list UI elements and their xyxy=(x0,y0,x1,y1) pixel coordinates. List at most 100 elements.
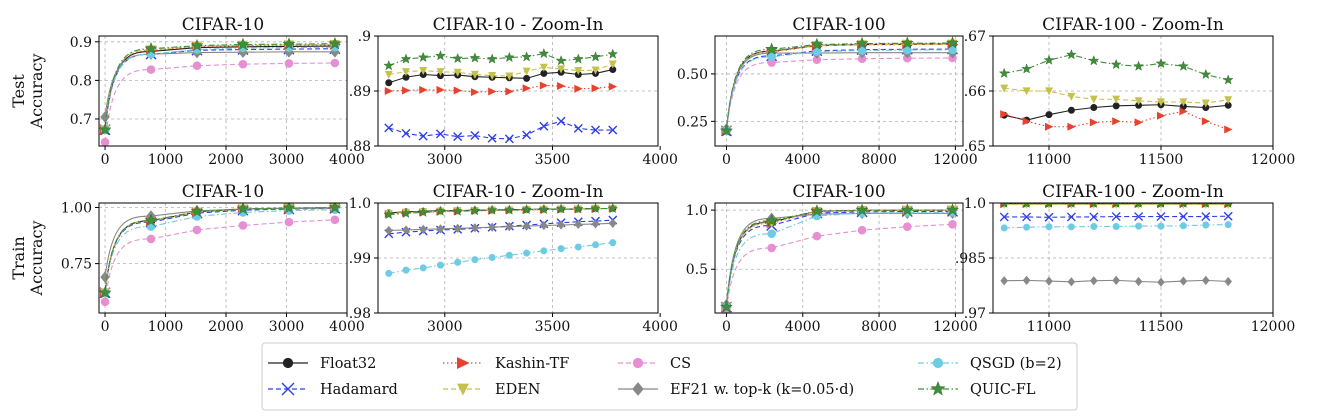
data-point-ef21-w-top-k-k-0-05-d xyxy=(522,221,531,231)
y-tick-label: 0.25 xyxy=(677,114,708,130)
data-point-eden xyxy=(574,67,583,76)
data-point-quic-fl xyxy=(555,55,567,66)
data-point-kashin-tf xyxy=(1157,111,1166,120)
data-point-quic-fl xyxy=(810,204,824,217)
data-point-hadamard xyxy=(999,212,1009,222)
x-tick-label: 0 xyxy=(722,319,731,335)
series-line-kashin-tf xyxy=(725,209,953,308)
data-point-qsgd-b-2 xyxy=(1179,222,1187,230)
data-point-qsgd-b-2 xyxy=(767,52,776,62)
data-point-kashin-tf xyxy=(1022,117,1031,126)
data-point-eden xyxy=(591,66,600,75)
data-point-quic-fl xyxy=(144,41,158,55)
data-point-qsgd-b-2 xyxy=(505,251,513,259)
x-tick-label: 3000 xyxy=(427,319,463,335)
data-point-quic-fl xyxy=(538,204,550,215)
data-point-quic-fl xyxy=(900,203,914,216)
legend-item-quic-fl: QUIC-FL xyxy=(918,380,1036,398)
data-point-cs xyxy=(330,58,340,68)
legend-item-kashin-tf: Kashin-TF xyxy=(443,356,569,372)
panel-title: CIFAR-100 - Zoom-In xyxy=(1042,182,1224,202)
series-line-quic-fl xyxy=(104,207,335,293)
data-point-quic-fl xyxy=(144,213,158,227)
x-tick-label: 8000 xyxy=(861,152,897,168)
data-point-qsgd-b-2 xyxy=(1045,223,1053,231)
data-point-eden xyxy=(402,68,410,77)
series-line-float32 xyxy=(725,209,953,308)
data-point-quic-fl xyxy=(1202,203,1210,208)
data-point-ef21-w-top-k-k-0-05-d xyxy=(1179,276,1188,286)
y-tick-label: .98 xyxy=(349,306,371,322)
data-point-quic-fl xyxy=(1067,203,1075,208)
data-point-quic-fl xyxy=(435,205,446,216)
data-point-ef21-w-top-k-k-0-05-d xyxy=(453,223,462,233)
data-point-ef21-w-top-k-k-0-05-d xyxy=(436,224,445,234)
data-point-quic-fl xyxy=(1090,203,1098,208)
legend-marker xyxy=(932,357,944,369)
data-point-quic-fl xyxy=(719,124,733,137)
series-group xyxy=(383,48,619,144)
series-line-float32 xyxy=(104,45,335,130)
panel-title: CIFAR-100 xyxy=(792,182,885,202)
data-point-quic-fl xyxy=(282,203,296,214)
y-tick-label: .65 xyxy=(964,139,986,155)
series-line-eden xyxy=(104,207,335,293)
series-line-cs xyxy=(104,62,335,143)
data-point-eden xyxy=(1134,97,1143,106)
data-point-ef21-w-top-k-k-0-05-d xyxy=(1224,276,1232,287)
data-point-ef21-w-top-k-k-0-05-d xyxy=(1202,275,1210,285)
data-point-quic-fl xyxy=(1000,203,1008,208)
data-point-hadamard xyxy=(1022,212,1032,222)
data-point-qsgd-b-2 xyxy=(402,266,410,274)
data-point-ef21-w-top-k-k-0-05-d xyxy=(540,220,548,231)
data-point-ef21-w-top-k-k-0-05-d xyxy=(1022,275,1031,285)
x-tick-label: 8000 xyxy=(861,319,897,335)
data-point-ef21-w-top-k-k-0-05-d xyxy=(1045,276,1053,286)
data-point-kashin-tf xyxy=(505,87,514,96)
data-point-hadamard xyxy=(470,131,480,141)
y-tick-label: .88 xyxy=(349,139,371,155)
data-point-quic-fl xyxy=(400,207,412,218)
data-point-quic-fl xyxy=(190,204,204,218)
legend-marker xyxy=(457,383,469,396)
data-point-quic-fl xyxy=(607,203,619,214)
y-tick-label: .9 xyxy=(358,29,371,45)
data-point-qsgd-b-2 xyxy=(1224,221,1232,229)
data-point-quic-fl xyxy=(417,206,429,217)
legend-marker xyxy=(281,382,295,396)
data-point-quic-fl xyxy=(1179,203,1187,208)
x-tick-label: 4000 xyxy=(785,152,821,168)
data-point-kashin-tf xyxy=(1045,122,1054,131)
data-point-eden xyxy=(539,63,548,72)
data-point-cs xyxy=(857,225,867,235)
panel-1-2: 3000 3500 4000 .88 .89 .9 CIFAR-10 - Zoom-In xyxy=(349,15,678,168)
data-point-quic-fl xyxy=(590,51,601,62)
data-point-quic-fl xyxy=(855,36,869,50)
data-point-quic-fl xyxy=(1200,68,1212,80)
series-line-qsgd-b-2 xyxy=(104,46,335,130)
data-point-eden xyxy=(1045,87,1053,96)
data-point-hadamard xyxy=(608,125,618,135)
data-point-quic-fl xyxy=(99,285,112,299)
x-tick-label: 2000 xyxy=(208,152,244,168)
row-label-test-line1: Test xyxy=(9,74,28,108)
data-point-eden xyxy=(1067,92,1076,101)
y-tick-label: 0.50 xyxy=(677,67,708,83)
data-point-float32 xyxy=(1067,106,1075,114)
data-point-quic-fl xyxy=(99,122,112,136)
y-tick-label: 1.00 xyxy=(61,200,92,216)
x-tick-label: 4000 xyxy=(329,319,365,335)
data-point-qsgd-b-2 xyxy=(488,253,496,261)
legend-marker xyxy=(632,357,644,369)
data-point-eden xyxy=(1179,98,1188,107)
panel-title: CIFAR-10 xyxy=(182,182,265,202)
data-point-kashin-tf xyxy=(1112,117,1121,126)
data-point-qsgd-b-2 xyxy=(767,229,776,239)
data-point-hadamard xyxy=(1089,212,1099,222)
x-tick-label: 11000 xyxy=(1027,319,1072,335)
x-tick-label: 11500 xyxy=(1139,319,1184,335)
panel-1-3: 0 4000 8000 12000 0.25 0.50 CIFAR-100 xyxy=(677,15,978,168)
series-group xyxy=(99,203,342,307)
x-tick-label: 2000 xyxy=(208,319,244,335)
series-line-float32 xyxy=(725,43,953,131)
